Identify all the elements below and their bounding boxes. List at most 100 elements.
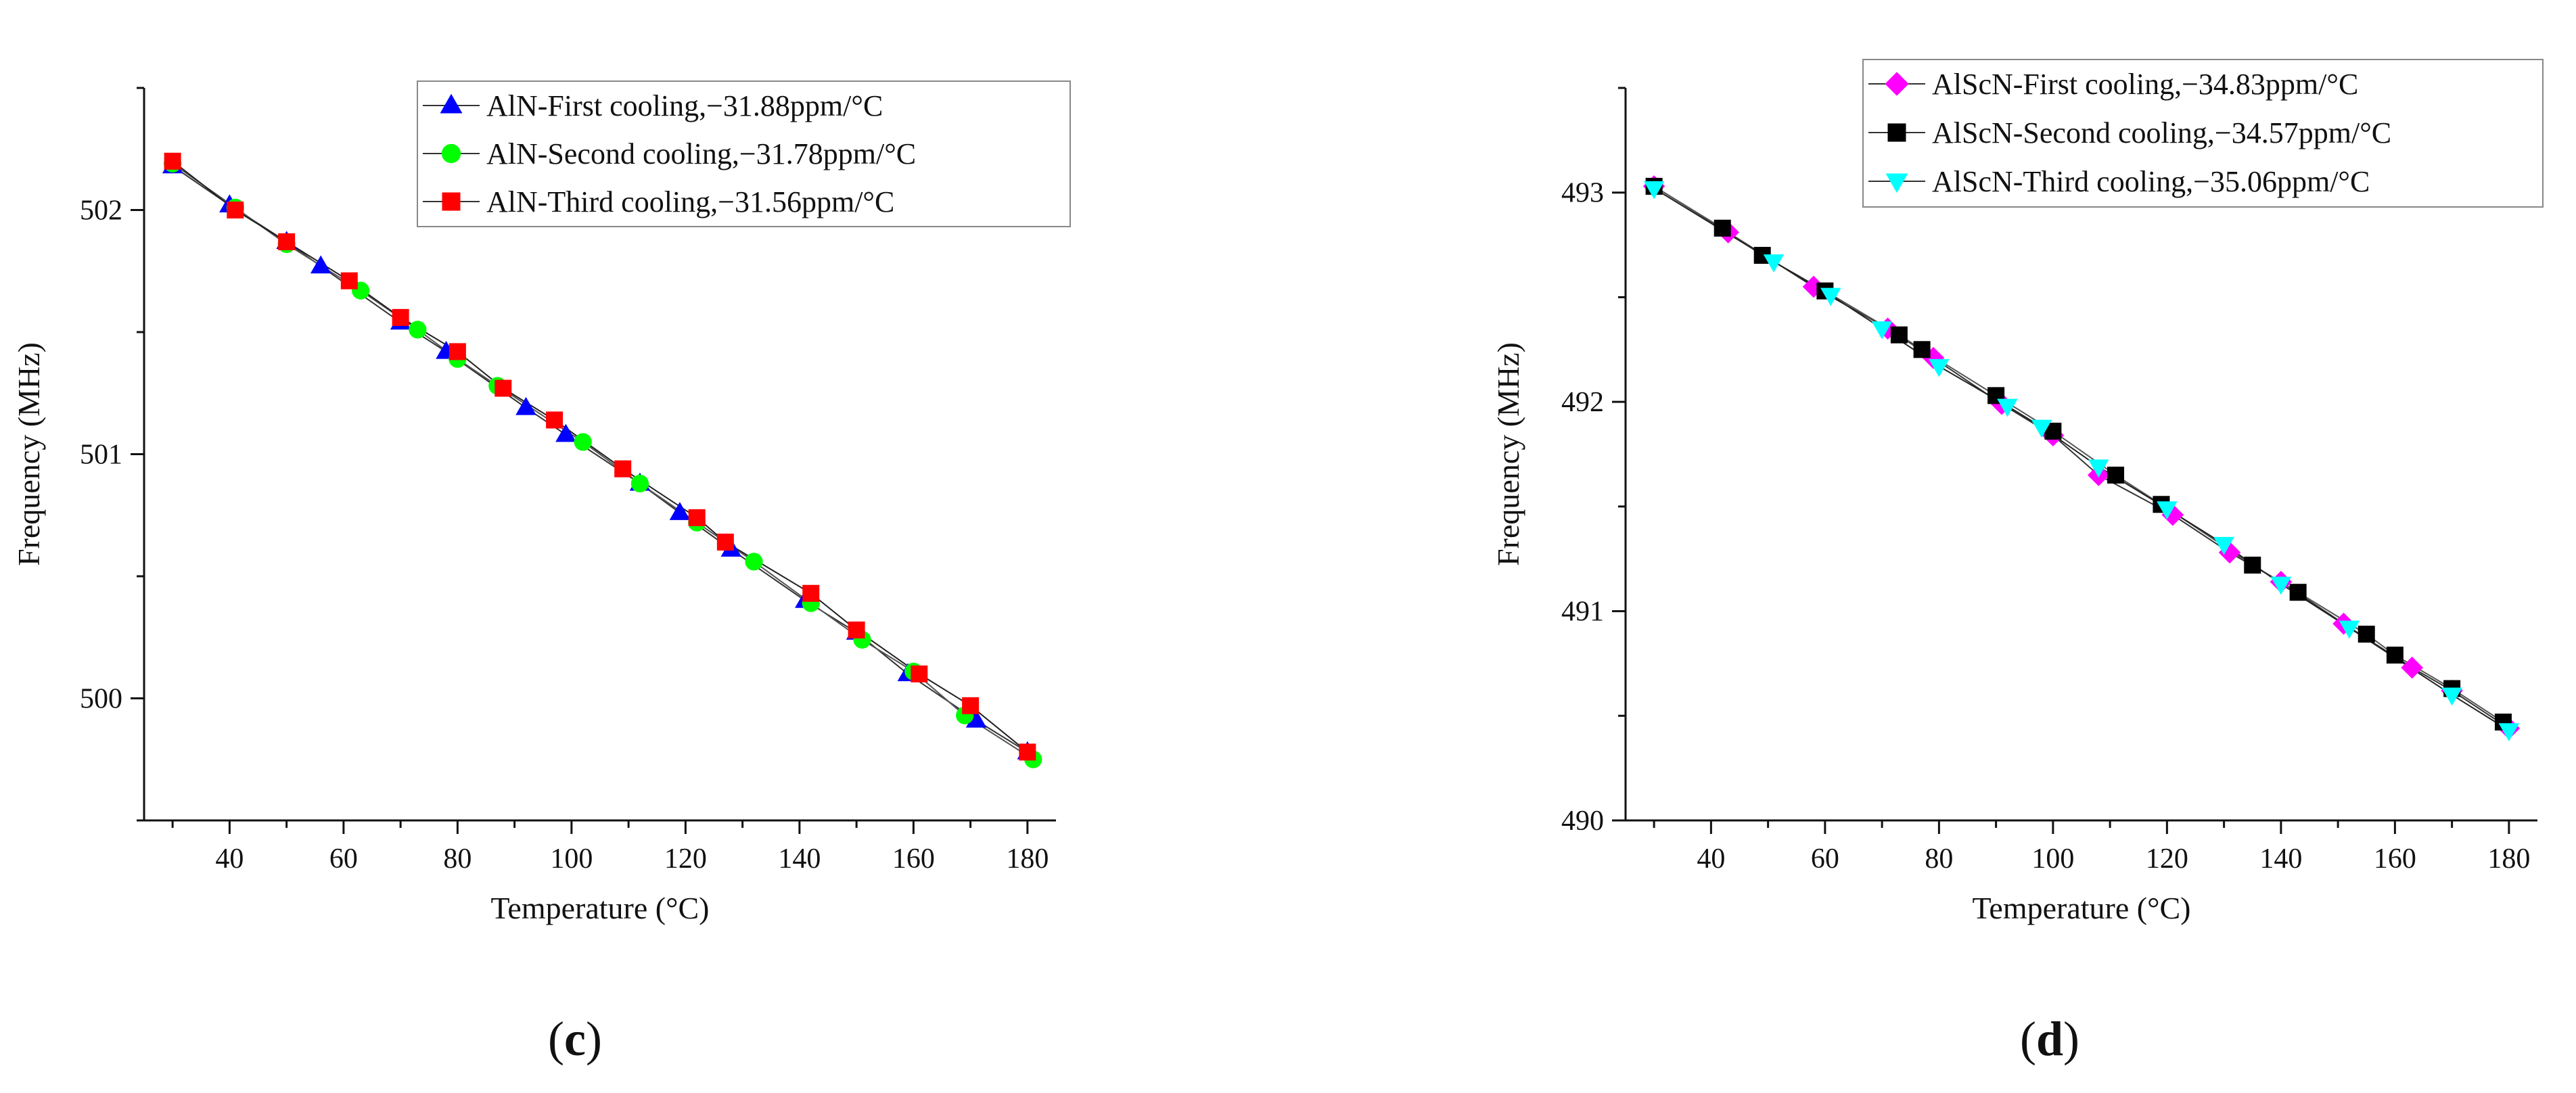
data-point [1997,398,2018,417]
data-point [2088,459,2109,478]
data-point [2270,576,2292,595]
data-point [716,533,734,551]
x-axis-title: Temperature (°C) [491,891,710,925]
data-point [1820,287,1841,306]
x-tick-label: 180 [1006,843,1049,875]
series-markers [164,152,1036,761]
data-point [278,233,296,250]
data-point [2358,626,2375,643]
x-tick-label: 120 [2146,843,2188,875]
y-tick-label: 493 [1561,178,1604,209]
data-point [1643,181,1665,200]
chart-panel-d: 40 60 80 100 120 140 160 180 490 491 492 493 Tempera… [1491,59,2544,1066]
data-point [515,396,536,415]
legend-marker [1885,173,1908,193]
data-point [340,272,358,289]
data-point [2157,501,2178,519]
data-point [2386,647,2404,664]
legend-label: AlN-First cooling,−31.88ppm/°C [486,89,883,122]
legend-box [417,80,1071,227]
panel-label: (c) [548,1012,602,1066]
y-axis-title: Frequency (MHz) [12,342,46,566]
legend-label: AlScN-Second cooling,−34.57ppm/°C [1932,116,2391,149]
legend-marker [442,192,461,211]
panel-label-letter: d [2036,1012,2063,1066]
x-tick-label: 140 [2259,843,2302,875]
series-markers [1643,181,2520,741]
data-point [1763,254,1785,273]
series-line [1653,185,2510,729]
data-point [2244,556,2261,574]
data-point [1890,326,1908,344]
legend-marker [1887,123,1906,142]
x-tick-label: 100 [2031,843,2074,875]
legend-label: AlN-Third cooling,−31.56ppm/°C [486,185,894,218]
data-point [1019,743,1036,761]
data-point [911,665,928,682]
data-point [1913,341,1931,358]
data-point [2213,536,2234,555]
data-point [1929,358,1950,377]
data-point [688,509,706,526]
data-point [310,255,331,274]
legend-marker [440,93,463,114]
data-point [1714,219,1731,237]
data-point [448,343,466,361]
x-tick-label: 60 [1811,843,1839,875]
data-point [1871,321,1893,340]
x-tick-label: 140 [778,843,821,875]
panel-label-close-paren: ) [2063,1012,2079,1066]
data-point [2401,656,2423,679]
panel-label-open-paren: ( [548,1012,564,1066]
x-tick-label: 80 [1925,843,1953,875]
data-point [392,308,409,326]
data-point [2289,584,2307,601]
data-point [546,411,564,429]
x-tick-label: 40 [215,843,244,875]
data-point [614,460,632,478]
data-point [555,423,576,442]
panel-label-open-paren: ( [2020,1012,2036,1066]
data-point [745,553,763,571]
legend-box [1862,59,2544,208]
x-axis-title: Temperature (°C) [1973,891,2191,925]
panel-label-letter: c [564,1012,586,1066]
legend-label: AlScN-Third cooling,−35.06ppm/°C [1932,165,2370,198]
y-tick-label: 490 [1561,806,1604,837]
y-tick-label: 491 [1561,597,1604,628]
legend-label: AlN-Second cooling,−31.78ppm/°C [486,137,916,170]
x-tick-label: 160 [2374,843,2416,875]
x-tick-label: 60 [329,843,358,875]
y-axis-title: Frequency (MHz) [1491,342,1525,566]
chart-panel-c: 40 60 80 100 120 140 160 180 500 501 502 Temperatur… [12,80,1071,1066]
data-point [630,474,649,492]
x-tick-label: 120 [664,843,707,875]
data-point [2441,687,2462,706]
data-point [574,433,592,451]
data-point [2031,419,2052,438]
data-point [164,152,181,170]
data-point [227,202,244,218]
x-tick-label: 180 [2487,843,2530,875]
data-point [409,321,427,339]
data-point [495,379,512,397]
data-point [2107,466,2125,484]
data-point [848,621,865,638]
y-tick-label: 502 [80,195,122,227]
data-point [2339,620,2360,639]
x-tick-label: 40 [1697,843,1725,875]
legend-label: AlScN-First cooling,−34.83ppm/°C [1932,68,2358,101]
series-line [172,165,1028,753]
x-tick-label: 100 [550,843,593,875]
y-tick-label: 500 [80,684,122,715]
panel-label-close-paren: ) [586,1012,602,1066]
data-point [962,697,980,714]
panel-label: (d) [2020,1012,2079,1066]
y-tick-label: 501 [80,440,122,471]
data-point [669,502,691,520]
data-point [2498,723,2520,741]
y-tick-label: 492 [1561,387,1604,418]
legend-marker [1885,72,1909,96]
